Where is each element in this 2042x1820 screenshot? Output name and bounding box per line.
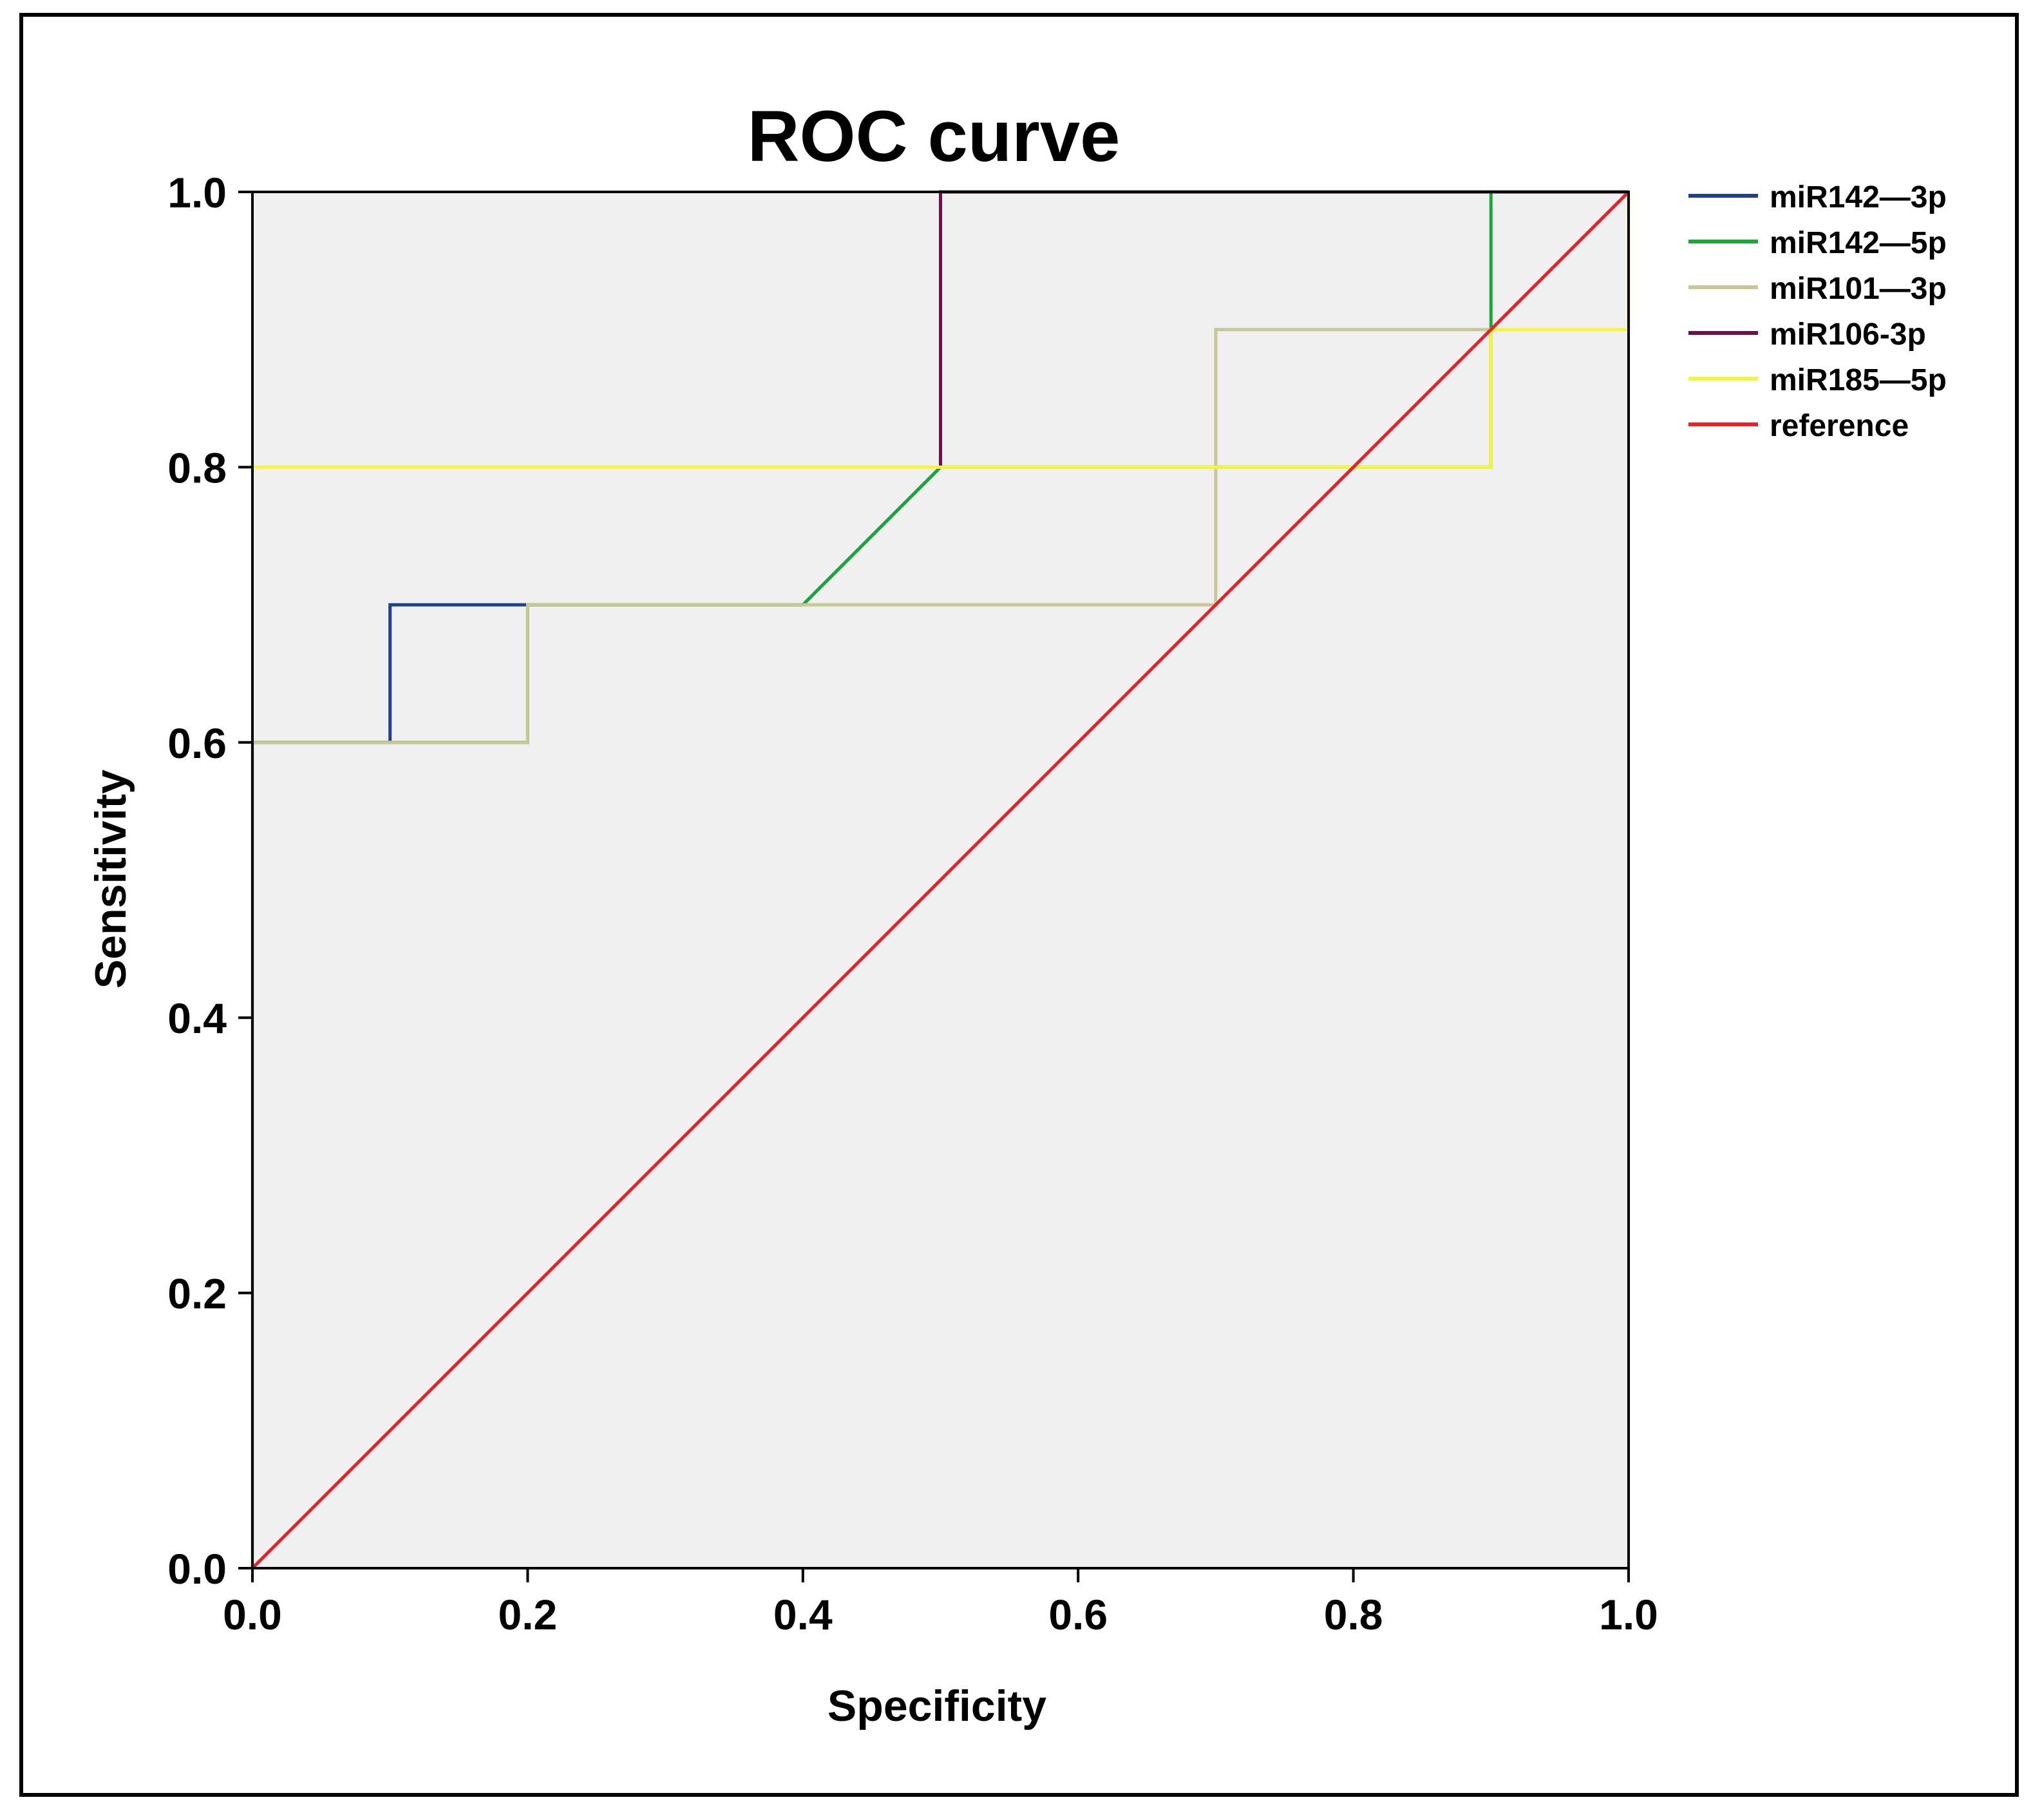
legend: miR142—3p miR142—5p miR101—3p miR106-3p miR1… [1688, 180, 1947, 443]
y-tick-label: 0.0 [167, 1545, 227, 1593]
legend-label-mir142-5p: miR142—5p [1770, 226, 1947, 260]
legend-label-mir185-5p: miR185—5p [1770, 363, 1947, 397]
x-tick-label: 1.0 [1599, 1591, 1658, 1638]
axes-layer: 0.0 0.2 0.4 0.6 0.8 1.0 0.0 0.2 0.4 0.6 0.8 1.0 [167, 169, 1658, 1638]
legend-label-mir101-3p: miR101—3p [1770, 272, 1947, 306]
x-tick-label: 0.4 [773, 1591, 833, 1638]
y-tick-label: 0.4 [167, 994, 227, 1042]
x-tick-label: 0.2 [498, 1591, 558, 1638]
figure-frame [19, 13, 2019, 1797]
x-tick-label: 0.6 [1048, 1591, 1108, 1638]
plot-border [251, 191, 1630, 1569]
legend-label-reference: reference [1770, 409, 1909, 443]
chart-title: ROC curve [748, 96, 1120, 176]
x-tick-label: 0.8 [1324, 1591, 1383, 1638]
y-axis-title: Sensitivity [86, 770, 135, 989]
x-axis-title: Specificity [827, 1682, 1046, 1730]
y-tick-label: 0.8 [167, 444, 227, 491]
y-tick-label: 0.6 [167, 719, 227, 767]
y-tick-label: 1.0 [167, 169, 227, 216]
y-tick-label: 0.2 [167, 1270, 227, 1318]
legend-label-mir142-3p: miR142—3p [1770, 180, 1947, 214]
series-line-reference [251, 191, 1630, 1569]
legend-label-mir106-3p: miR106-3p [1770, 318, 1926, 352]
series-line-mir101-3p [251, 191, 1630, 1568]
x-tick-label: 0.0 [223, 1591, 282, 1638]
